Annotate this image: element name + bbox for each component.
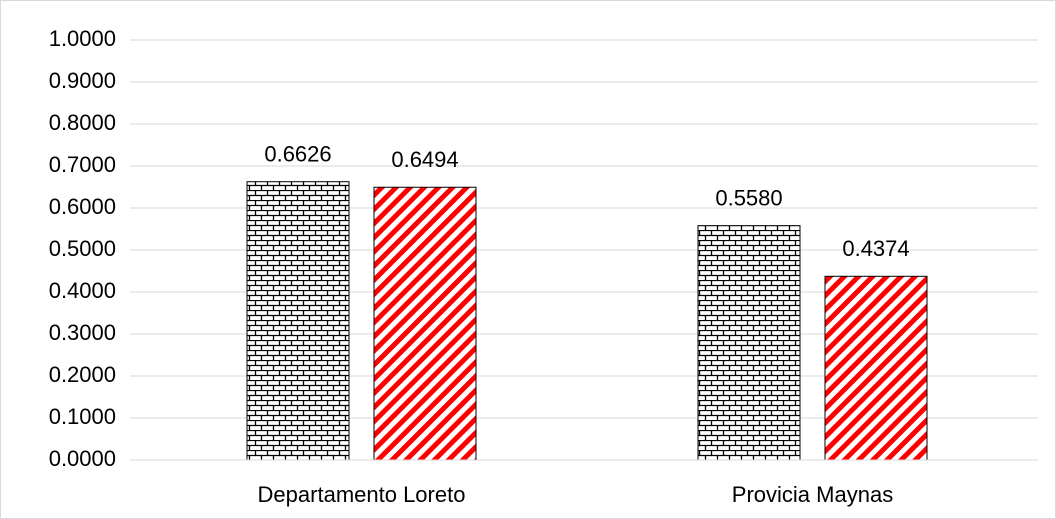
y-tick-label: 0.2000 [49,362,116,387]
y-tick-label: 0.3000 [49,320,116,345]
x-tick-label: Provicia Maynas [732,482,893,507]
y-tick-label: 0.9000 [49,68,116,93]
data-label: 0.6494 [391,147,458,172]
y-tick-label: 0.7000 [49,152,116,177]
y-tick-label: 0.5000 [49,236,116,261]
bar [246,181,350,461]
y-tick-label: 0.0000 [49,446,116,471]
x-tick-label: Departamento Loreto [258,482,466,507]
data-label: 0.6626 [264,142,331,167]
bar [373,186,477,461]
y-tick-label: 0.1000 [49,404,116,429]
bar [697,225,801,461]
y-tick-label: 0.6000 [49,194,116,219]
y-tick-label: 1.0000 [49,26,116,51]
data-label: 0.5580 [715,185,782,210]
y-tick-label: 0.8000 [49,110,116,135]
bar [824,275,928,461]
data-label: 0.4374 [842,236,909,261]
y-tick-label: 0.4000 [49,278,116,303]
